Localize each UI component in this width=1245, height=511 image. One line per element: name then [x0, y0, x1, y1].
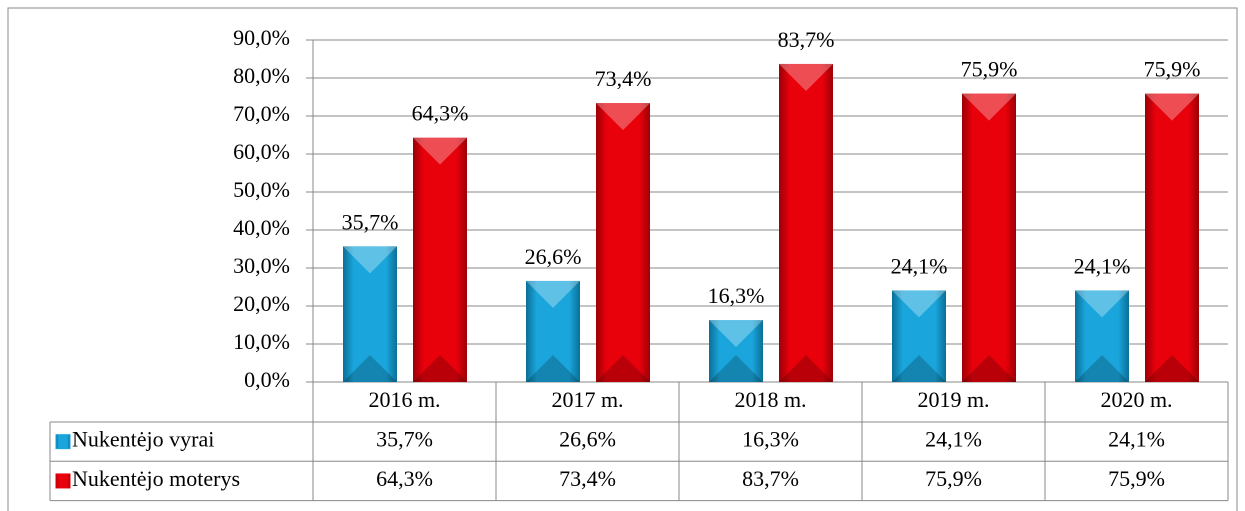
bar	[1145, 93, 1199, 382]
data-label: 64,3%	[412, 101, 469, 126]
bar-bevel	[1075, 290, 1129, 318]
y-tick-label: 40,0%	[233, 215, 290, 240]
y-tick-label: 70,0%	[233, 101, 290, 126]
table-cell: 26,6%	[559, 427, 616, 452]
y-tick-label: 30,0%	[233, 253, 290, 278]
bar-bevel	[413, 137, 467, 165]
bar-bevel	[1145, 355, 1199, 382]
y-tick-label: 0,0%	[244, 367, 290, 392]
bar	[779, 63, 833, 382]
table-cell: 75,9%	[925, 466, 982, 491]
bar-bevel	[779, 63, 833, 91]
table-cell: 75,9%	[1108, 466, 1165, 491]
bar-bevel	[962, 93, 1016, 121]
bar-bevel	[892, 290, 946, 318]
bar	[596, 103, 650, 382]
bar-bevel	[779, 355, 833, 382]
data-label: 35,7%	[342, 209, 399, 234]
y-tick-label: 80,0%	[233, 63, 290, 88]
y-tick-label: 10,0%	[233, 329, 290, 354]
data-label: 16,3%	[708, 283, 765, 308]
bar	[709, 320, 763, 382]
bar-bevel	[343, 246, 397, 274]
bar	[892, 290, 946, 382]
bar-bevel	[962, 355, 1016, 382]
bar-bevel	[596, 103, 650, 131]
x-tick-label: 2020 m.	[1100, 387, 1172, 412]
table-cell: 83,7%	[742, 466, 799, 491]
bar-bevel	[1145, 93, 1199, 121]
legend-key	[55, 434, 71, 450]
legend-key	[55, 473, 71, 489]
data-label: 75,9%	[961, 57, 1018, 82]
bar	[343, 246, 397, 382]
bar-bevel	[526, 355, 580, 382]
bar	[413, 137, 467, 382]
x-tick-label: 2016 m.	[368, 387, 440, 412]
data-label: 75,9%	[1144, 57, 1201, 82]
bar-bevel	[413, 355, 467, 382]
table-cell: 73,4%	[559, 466, 616, 491]
y-tick-label: 20,0%	[233, 291, 290, 316]
legend-label: Nukentėjo vyrai	[72, 427, 214, 452]
bar-bevel	[892, 355, 946, 382]
bar-bevel	[526, 280, 580, 308]
bar-bevel	[709, 355, 763, 382]
bar-bevel	[596, 355, 650, 382]
x-tick-label: 2018 m.	[734, 387, 806, 412]
table-cell: 16,3%	[742, 427, 799, 452]
y-tick-label: 90,0%	[233, 25, 290, 50]
data-label: 73,4%	[595, 66, 652, 91]
x-tick-label: 2019 m.	[917, 387, 989, 412]
data-label: 24,1%	[891, 253, 948, 278]
bar	[526, 280, 580, 382]
table-cell: 24,1%	[1108, 427, 1165, 452]
data-label: 26,6%	[525, 244, 582, 269]
bar	[962, 93, 1016, 382]
bar	[1075, 290, 1129, 382]
table-cell: 64,3%	[376, 466, 433, 491]
table-cell: 24,1%	[925, 427, 982, 452]
y-tick-label: 50,0%	[233, 177, 290, 202]
x-tick-label: 2017 m.	[551, 387, 623, 412]
legend-label: Nukentėjo moterys	[72, 466, 240, 491]
bar-bevel	[343, 355, 397, 382]
bar-bevel	[709, 320, 763, 348]
bar-bevel	[1075, 355, 1129, 382]
table-cell: 35,7%	[376, 427, 433, 452]
chart-border	[7, 7, 1238, 511]
y-tick-label: 60,0%	[233, 139, 290, 164]
data-label: 83,7%	[778, 27, 835, 52]
data-label: 24,1%	[1074, 253, 1131, 278]
